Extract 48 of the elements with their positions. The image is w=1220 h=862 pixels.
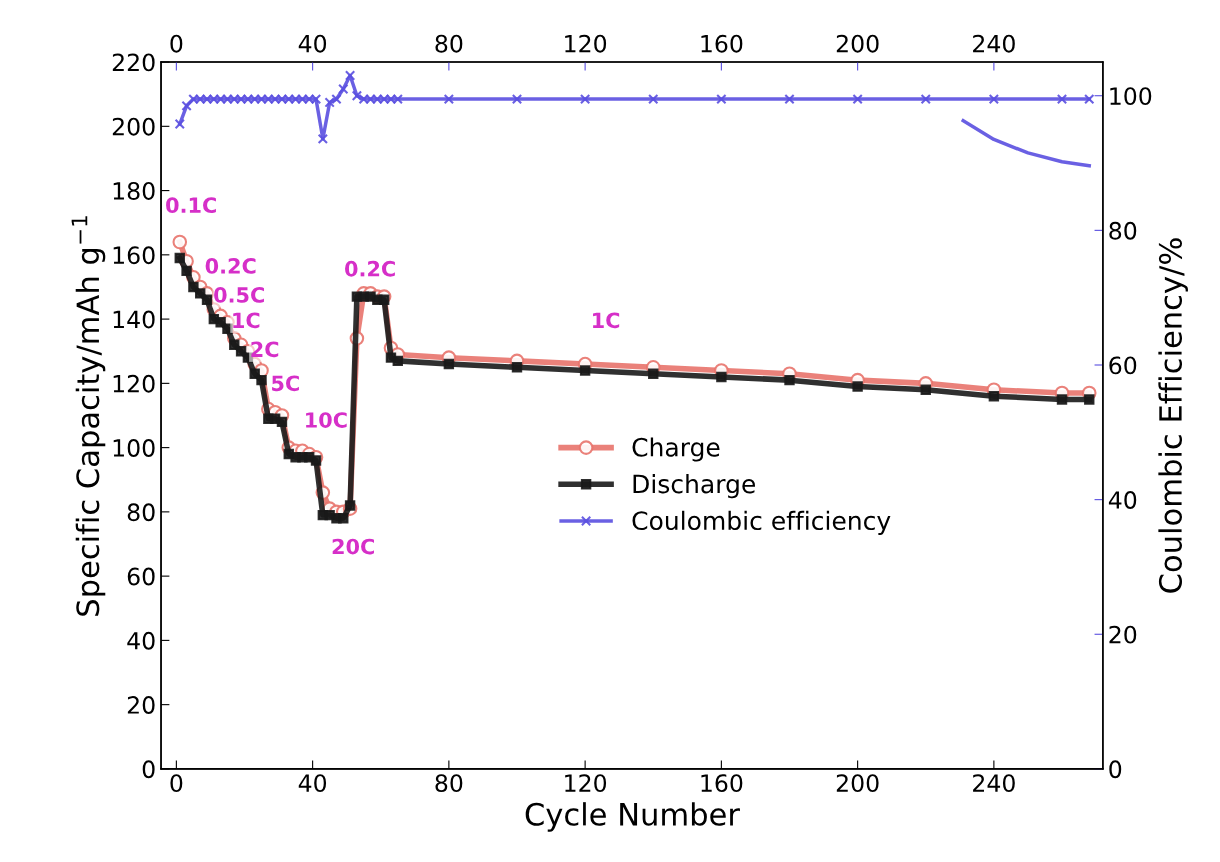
annotation: 1C — [233, 312, 260, 329]
annotation: 0.2C — [205, 258, 256, 274]
y2-tick-label: 100 — [1110, 87, 1152, 106]
annotation: 0.5C — [214, 287, 264, 303]
x2-tick-label: 240 — [973, 34, 1015, 53]
y-tick-label: 80 — [127, 503, 155, 522]
y-tick-label: 60 — [127, 567, 155, 586]
y-tick-label: 100 — [113, 439, 155, 457]
x-tick-label: 120 — [565, 774, 607, 793]
y-tick-label: 180 — [113, 182, 155, 200]
annotation: 0.2C — [345, 260, 395, 277]
y-tick-label: 220 — [112, 53, 155, 72]
legend-label: Charge — [632, 437, 720, 462]
x2-tick-label: 160 — [701, 34, 743, 53]
y2-axis-title: Coulombic Efficiency/% — [1158, 238, 1188, 593]
y-tick-label: 140 — [113, 310, 155, 329]
annotation: 1C — [593, 312, 620, 329]
x-tick-label: 80 — [435, 774, 463, 793]
x2-tick-label: 120 — [565, 34, 607, 53]
x-axis-title: Cycle Number — [525, 802, 740, 832]
x-tick-label: 40 — [298, 774, 327, 793]
legend-label: Coulombic efficiency — [632, 510, 891, 535]
annotation: 2C — [251, 341, 279, 358]
x-tick-label: 240 — [973, 774, 1015, 793]
y-tick-label: 40 — [127, 631, 155, 650]
y-tick-label: 0 — [142, 760, 155, 779]
annotation: 0.1C — [166, 197, 216, 214]
annotation: 10C — [306, 412, 347, 428]
annotation: 5C — [272, 375, 299, 392]
x2-tick-label: 200 — [836, 34, 879, 53]
y2-tick-label: 0 — [1109, 760, 1122, 779]
x2-tick-label: 0 — [170, 34, 183, 53]
legend-label: Discharge — [633, 474, 755, 499]
y-axis-title: Specific Capacity/mAh g$^{−1}$ — [71, 216, 106, 616]
y2-tick-label: 20 — [1109, 625, 1137, 644]
y-tick-label: 200 — [112, 117, 155, 136]
x-tick-label: 200 — [836, 774, 879, 793]
x2-tick-label: 80 — [435, 34, 463, 53]
y2-tick-label: 80 — [1109, 221, 1137, 240]
annotation: 20C — [332, 538, 374, 555]
y-tick-label: 120 — [113, 374, 155, 393]
y-tick-label: 160 — [113, 246, 155, 265]
x-tick-label: 160 — [701, 774, 743, 793]
y2-tick-label: 40 — [1108, 491, 1137, 509]
x2-tick-label: 40 — [298, 34, 327, 53]
y2-tick-label: 60 — [1109, 356, 1137, 375]
y-tick-label: 20 — [127, 696, 155, 714]
x-tick-label: 0 — [170, 774, 183, 793]
